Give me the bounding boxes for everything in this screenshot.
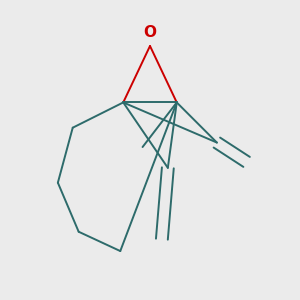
Text: O: O — [143, 25, 157, 40]
